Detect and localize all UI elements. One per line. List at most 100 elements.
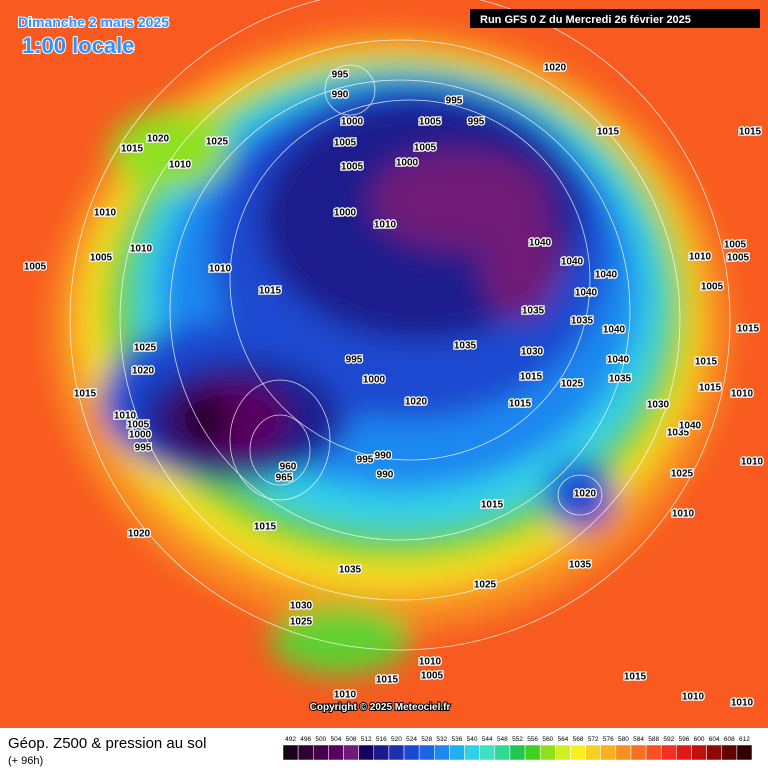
legend-label: 524: [406, 736, 417, 743]
legend-swatch: [494, 744, 511, 761]
isobar-label: 1020: [128, 529, 151, 540]
isobar-label: 1005: [421, 671, 444, 682]
isobar-label: 1040: [595, 270, 618, 281]
isobar-label: 1025: [206, 137, 229, 148]
isobar-label: 1010: [419, 657, 442, 668]
legend-label: 528: [421, 736, 432, 743]
isobar-label: 1010: [209, 264, 232, 275]
isobar-label: 1000: [334, 208, 357, 219]
isobar-label: 1015: [699, 383, 722, 394]
isobar-label: 1015: [74, 389, 97, 400]
isobar-label: 960: [280, 462, 297, 473]
isobar-label: 1025: [671, 469, 694, 480]
isobar-label: 1000: [129, 430, 152, 441]
isobar-label: 1015: [695, 357, 718, 368]
legend-swatch: [418, 744, 435, 761]
legend-label: 540: [467, 736, 478, 743]
legend-label: 552: [512, 736, 523, 743]
legend-swatch: [585, 744, 601, 761]
isobar-label: 1015: [121, 144, 144, 155]
legend-swatch: [615, 744, 632, 761]
footer-title: Géop. Z500 & pression au sol: [8, 735, 206, 752]
legend-label: 572: [588, 736, 599, 743]
isobar-label: 1020: [132, 366, 155, 377]
isobar-label: 1035: [571, 316, 594, 327]
isobar-label: 1035: [609, 374, 632, 385]
isobar-label: 1005: [701, 282, 724, 293]
legend-label: 608: [724, 736, 735, 743]
legend-label: 580: [618, 736, 629, 743]
isobar-label: 1005: [90, 253, 113, 264]
color-legend: 492 496 500 504 508 512 516 520 524 528 532 536 540 5…: [282, 736, 753, 761]
legend-swatch: [736, 744, 753, 761]
legend-swatch: [509, 744, 526, 761]
legend-label: 492: [285, 736, 296, 743]
isobar-label: 1015: [739, 127, 762, 138]
isobar-label: 1020: [405, 397, 428, 408]
isobar-label: 1040: [529, 238, 552, 249]
isobar-label: 990: [332, 90, 349, 101]
legend-swatch: [479, 744, 496, 761]
isobar-label: 1040: [561, 257, 584, 268]
isobar-label: 1015: [737, 324, 760, 335]
isobar-label: 995: [332, 70, 349, 81]
legend-label: 564: [557, 736, 568, 743]
isobar-label: 1015: [624, 672, 647, 683]
isobar-label: 1005: [341, 162, 364, 173]
legend-swatch: [373, 744, 390, 761]
legend-swatch: [297, 744, 314, 761]
legend-swatch: [555, 744, 571, 761]
legend-label: 508: [346, 736, 357, 743]
isobar-label: 995: [346, 355, 363, 366]
isobar-label: 1035: [569, 560, 592, 571]
legend-swatch: [464, 744, 480, 761]
legend-swatch: [570, 744, 586, 761]
isobar-label: 1010: [374, 220, 397, 231]
isobar-label: 1020: [574, 489, 597, 500]
isobar-label: 1030: [647, 400, 670, 411]
isobar-label: 1015: [597, 127, 620, 138]
legend-label: 512: [361, 736, 372, 743]
isobar-label: 1005: [414, 143, 437, 154]
isobar-label: 1005: [24, 262, 47, 273]
legend-label: 576: [603, 736, 614, 743]
legend-label: 500: [315, 736, 326, 743]
legend-label: 504: [331, 736, 342, 743]
legend-label: 516: [376, 736, 387, 743]
isobar-label: 1040: [575, 288, 598, 299]
legend-swatch: [403, 744, 420, 761]
legend-swatch: [676, 744, 692, 761]
isobar-label: 1010: [731, 698, 754, 709]
legend-label: 548: [497, 736, 508, 743]
legend-swatch: [434, 744, 450, 761]
legend-label: 536: [452, 736, 463, 743]
legend-swatch: [388, 744, 405, 761]
date-label: Dimanche 2 mars 2025: [18, 14, 169, 30]
isobar-label: 1010: [672, 509, 695, 520]
geopotential-field: [0, 0, 768, 728]
legend-label: 584: [633, 736, 644, 743]
legend-swatch: [721, 744, 738, 761]
isobar-label: 1005: [727, 253, 750, 264]
legend-label: 560: [542, 736, 553, 743]
legend-swatch: [313, 744, 329, 761]
copyright: Copyright © 2025 Meteociel.fr: [310, 702, 451, 713]
isobar-label: 995: [446, 96, 463, 107]
isobar-label: 990: [375, 451, 392, 462]
isobar-label: 1035: [454, 341, 477, 352]
isobar-label: 1000: [396, 158, 419, 169]
isobar-label: 1005: [419, 117, 442, 128]
legend-swatch: [539, 744, 556, 761]
isobar-label: 1020: [544, 63, 567, 74]
legend-swatch: [630, 744, 647, 761]
legend-label: 496: [300, 736, 311, 743]
isobar-label: 1015: [520, 372, 543, 383]
legend-label: 596: [678, 736, 689, 743]
isobar-label: 1005: [334, 138, 357, 149]
legend-label: 588: [648, 736, 659, 743]
legend-swatch: [343, 744, 359, 761]
isobar-label: 1030: [521, 347, 544, 358]
isobar-label: 1015: [376, 675, 399, 686]
legend-label: 568: [573, 736, 584, 743]
